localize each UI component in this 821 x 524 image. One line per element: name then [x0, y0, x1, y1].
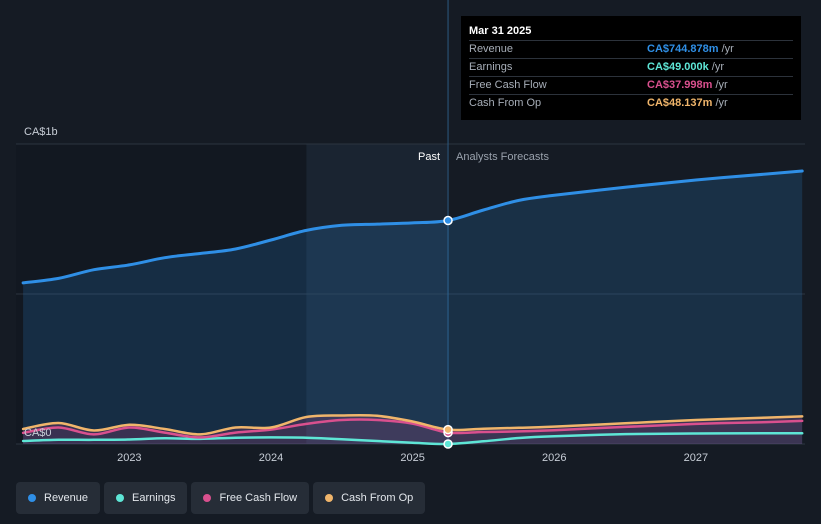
tooltip-row: Cash From Op CA$48.137m/yr	[469, 94, 793, 112]
tooltip-row-name: Revenue	[469, 43, 514, 55]
tooltip-row-value: CA$48.137m	[647, 97, 713, 109]
legend-dot-icon	[203, 494, 212, 502]
tooltip-row: Earnings CA$49.000k/yr	[469, 58, 793, 76]
past-label: Past	[418, 151, 440, 163]
cashflow-area	[23, 415, 803, 444]
x-tick-label: 2024	[259, 452, 283, 464]
tooltip-row: Revenue CA$744.878m/yr	[469, 40, 793, 58]
axis-labels: CA$1b CA$0 2023 2024 2025 2026 2027 Past Analyst…	[24, 126, 708, 464]
cash-from-op-marker	[443, 424, 453, 435]
y-tick-label: CA$1b	[24, 126, 58, 138]
x-tick-label: 2027	[684, 452, 708, 464]
gridlines	[16, 0, 805, 445]
legend-label: Cash From Op	[341, 492, 414, 504]
legend: Revenue Earnings Free Cash Flow Cash From O…	[16, 482, 426, 514]
tooltip-row-unit: /yr	[711, 61, 725, 73]
cash-from-op-line	[21, 413, 804, 436]
legend-item-revenue[interactable]: Revenue	[16, 482, 101, 514]
legend-label: Revenue	[44, 492, 89, 504]
hover-markers	[443, 215, 453, 449]
tooltip-date: Mar 31 2025	[469, 25, 532, 37]
tooltip-row: Free Cash Flow CA$37.998m/yr	[469, 76, 793, 94]
tooltip-panel: Mar 31 2025 Revenue CA$744.878m/yr Earning…	[461, 16, 801, 120]
legend-label: Earnings	[132, 492, 176, 504]
series-lines	[21, 169, 804, 446]
earnings-marker	[443, 439, 453, 449]
forecast-label: Analysts Forecasts	[456, 151, 549, 163]
free-cash-flow-line	[21, 418, 804, 439]
x-tick-label: 2023	[117, 452, 141, 464]
revenue-line	[21, 169, 804, 285]
tooltip-row-name: Earnings	[469, 61, 513, 73]
tooltip-row-name: Free Cash Flow	[469, 79, 547, 91]
series-areas	[23, 171, 803, 444]
tooltip-row-value: CA$49.000k	[647, 61, 709, 73]
tooltip-row-unit: /yr	[715, 97, 728, 109]
revenue-area	[23, 171, 803, 444]
earnings-line	[21, 431, 804, 446]
tooltip-row-unit: /yr	[715, 79, 728, 91]
legend-label: Free Cash Flow	[219, 492, 298, 504]
x-tick-label: 2026	[542, 452, 566, 464]
revenue-marker	[443, 215, 453, 226]
x-tick-label: 2025	[400, 452, 424, 464]
legend-dot-icon	[116, 494, 125, 502]
tooltip-row-unit: /yr	[721, 43, 734, 55]
tooltip-row-name: Cash From Op	[469, 97, 542, 109]
y-tick-label: CA$0	[24, 427, 52, 439]
legend-item-cash-from-op[interactable]: Cash From Op	[313, 482, 426, 514]
legend-item-earnings[interactable]: Earnings	[104, 482, 188, 514]
legend-dot-icon	[28, 494, 36, 502]
legend-item-free-cash-flow[interactable]: Free Cash Flow	[191, 482, 310, 514]
legend-dot-icon	[325, 494, 334, 502]
tooltip-row-value: CA$37.998m	[647, 79, 713, 91]
tooltip-row-value: CA$744.878m	[647, 43, 719, 55]
